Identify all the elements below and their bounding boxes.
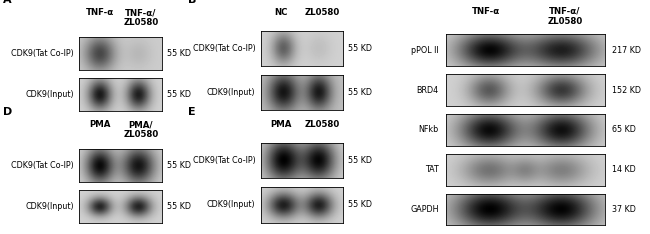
Text: TNF-α/
ZL0580: TNF-α/ ZL0580: [547, 7, 582, 26]
Text: TAT: TAT: [425, 165, 439, 174]
Text: pPOL II: pPOL II: [411, 46, 439, 55]
Text: 65 KD: 65 KD: [612, 125, 636, 134]
Text: CDK9(Input): CDK9(Input): [25, 90, 73, 99]
Text: BRD4: BRD4: [417, 86, 439, 95]
Text: CDK9(Input): CDK9(Input): [207, 88, 255, 97]
Text: CDK9(Tat Co-IP): CDK9(Tat Co-IP): [193, 156, 255, 165]
Text: 55 KD: 55 KD: [166, 49, 190, 58]
Text: CDK9(Tat Co-IP): CDK9(Tat Co-IP): [11, 49, 73, 58]
Text: NFkb: NFkb: [419, 125, 439, 134]
Text: E: E: [188, 107, 196, 117]
Text: TNF-α/
ZL0580: TNF-α/ ZL0580: [124, 8, 159, 27]
Text: 55 KD: 55 KD: [348, 88, 372, 97]
Text: TNF-α: TNF-α: [85, 8, 114, 17]
Text: D: D: [3, 107, 12, 117]
Text: PMA: PMA: [270, 121, 292, 129]
Text: CDK9(Tat Co-IP): CDK9(Tat Co-IP): [193, 44, 255, 53]
Text: PMA: PMA: [89, 121, 111, 129]
Text: NC: NC: [275, 8, 288, 17]
Text: CDK9(Input): CDK9(Input): [25, 202, 73, 211]
Text: B: B: [188, 0, 197, 5]
Text: ZL0580: ZL0580: [305, 121, 341, 129]
Text: 55 KD: 55 KD: [348, 44, 372, 53]
Text: CDK9(Input): CDK9(Input): [207, 200, 255, 209]
Text: PMA/
ZL0580: PMA/ ZL0580: [124, 121, 159, 139]
Text: 55 KD: 55 KD: [348, 200, 372, 209]
Text: 55 KD: 55 KD: [348, 156, 372, 165]
Text: 55 KD: 55 KD: [166, 90, 190, 99]
Text: ZL0580: ZL0580: [305, 8, 341, 17]
Text: 55 KD: 55 KD: [166, 161, 190, 170]
Text: GAPDH: GAPDH: [410, 205, 439, 214]
Text: TNF-α: TNF-α: [472, 7, 500, 16]
Text: 55 KD: 55 KD: [166, 202, 190, 211]
Text: CDK9(Tat Co-IP): CDK9(Tat Co-IP): [11, 161, 73, 170]
Text: 14 KD: 14 KD: [612, 165, 636, 174]
Text: 217 KD: 217 KD: [612, 46, 642, 55]
Text: 37 KD: 37 KD: [612, 205, 636, 214]
Text: A: A: [3, 0, 12, 5]
Text: 152 KD: 152 KD: [612, 86, 642, 95]
